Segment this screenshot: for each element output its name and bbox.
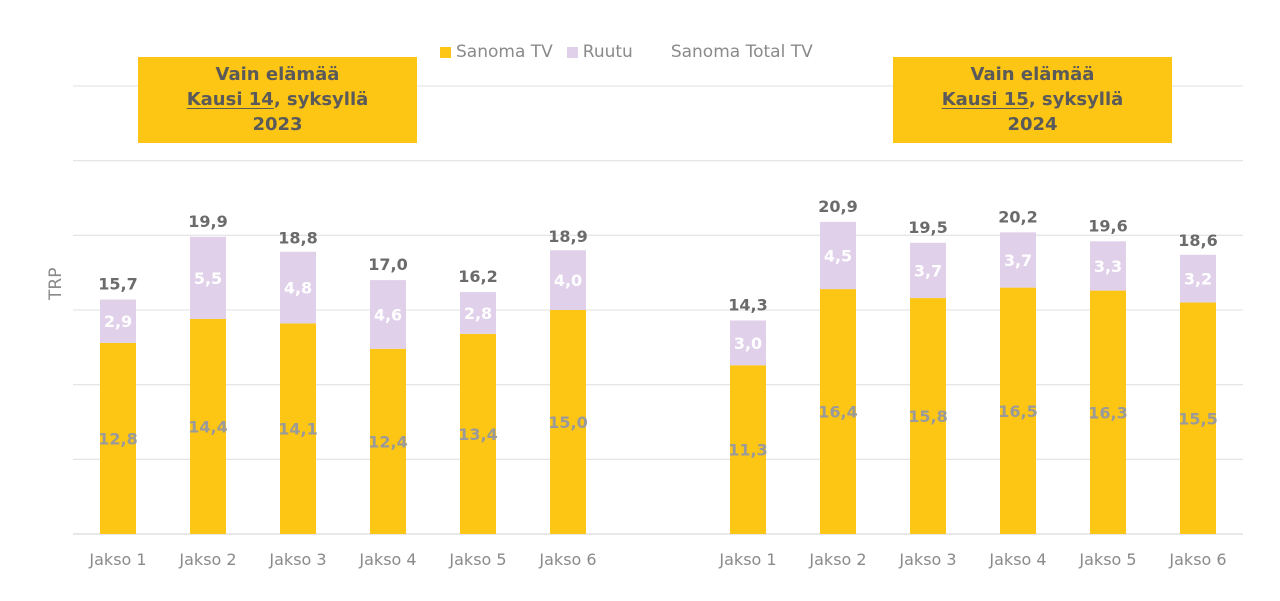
data-label-total: 19,6 <box>1088 216 1127 235</box>
bar-sanoma-tv <box>460 333 496 534</box>
title-line-1: Vain elämää <box>970 64 1095 85</box>
data-label-ruutu: 4,0 <box>554 271 582 290</box>
x-tick-label: Jakso 1 <box>88 550 146 569</box>
bars <box>100 221 1216 534</box>
bar-ruutu <box>370 280 406 349</box>
data-label-sanoma-tv: 16,3 <box>1088 403 1127 422</box>
data-label-total: 17,0 <box>368 255 407 274</box>
data-label-total: 15,7 <box>98 275 137 294</box>
data-labels: 12,8 2,9 15,7 14,4 5,5 19,9 14,1 4,8 18,8 12,4 4,6… <box>98 197 1217 460</box>
title-line-2: Kausi 15, syksyllä <box>893 87 1172 112</box>
data-label-total: 19,9 <box>188 212 227 231</box>
bar-ruutu <box>460 292 496 334</box>
data-label-ruutu: 4,8 <box>284 279 312 298</box>
x-tick-label: Jakso 5 <box>1078 550 1136 569</box>
title-line-3: 2024 <box>1007 114 1058 135</box>
bar-sanoma-tv <box>730 365 766 534</box>
bar-ruutu <box>820 221 856 290</box>
legend-item-sanoma-tv: Sanoma TV <box>440 42 553 62</box>
bar-sanoma-tv <box>910 298 946 534</box>
title-line-2-rest: , syksyllä <box>1028 89 1124 110</box>
x-tick-label: Jakso 6 <box>538 550 596 569</box>
bar-ruutu <box>1000 232 1036 288</box>
legend-swatch-sanoma-tv <box>440 46 451 58</box>
legend-label: Ruutu <box>582 42 633 62</box>
data-label-sanoma-tv: 12,8 <box>98 429 137 448</box>
data-label-ruutu: 5,5 <box>194 269 222 288</box>
bar-sanoma-tv <box>1090 290 1126 534</box>
x-tick-label: Jakso 2 <box>808 550 866 569</box>
data-label-sanoma-tv: 15,5 <box>1178 409 1217 428</box>
data-label-ruutu: 3,3 <box>1094 257 1122 276</box>
title-season: Kausi 14 <box>186 89 274 110</box>
data-label-ruutu: 4,5 <box>824 246 852 265</box>
chart-title-season-14: Vain elämää Kausi 14, syksyllä 2023 <box>138 57 417 143</box>
legend-item-ruutu: Ruutu <box>566 42 633 62</box>
data-label-ruutu: 3,7 <box>1004 251 1032 270</box>
data-label-sanoma-tv: 16,5 <box>998 402 1037 421</box>
bar-sanoma-tv <box>1180 302 1216 534</box>
bar-ruutu <box>910 242 946 299</box>
data-label-ruutu: 2,9 <box>104 312 132 331</box>
title-line-1: Vain elämää <box>215 64 340 85</box>
bar-sanoma-tv <box>190 318 226 534</box>
bar-ruutu <box>190 236 226 319</box>
data-label-sanoma-tv: 13,4 <box>458 425 497 444</box>
title-line-2: Kausi 14, syksyllä <box>138 87 417 112</box>
data-label-sanoma-tv: 12,4 <box>368 432 407 451</box>
bar-ruutu <box>1180 254 1216 303</box>
bar-ruutu <box>100 299 136 343</box>
bar-sanoma-tv <box>1000 287 1036 534</box>
data-label-sanoma-tv: 16,4 <box>818 403 857 422</box>
bar-sanoma-tv <box>820 289 856 534</box>
x-tick-label: Jakso 5 <box>448 550 506 569</box>
data-label-sanoma-tv: 14,4 <box>188 417 227 436</box>
data-label-total: 18,9 <box>548 227 587 246</box>
data-label-ruutu: 3,2 <box>1184 270 1212 289</box>
x-tick-label: Jakso 3 <box>268 550 326 569</box>
legend-swatch-ruutu <box>566 46 578 58</box>
data-label-total: 16,2 <box>458 267 497 286</box>
x-tick-label: Jakso 3 <box>898 550 956 569</box>
data-label-sanoma-tv: 15,8 <box>908 407 947 426</box>
bar-ruutu <box>1090 241 1126 291</box>
title-line-2-rest: , syksyllä <box>273 89 369 110</box>
data-label-total: 20,2 <box>998 207 1037 226</box>
y-axis-label: TRP <box>46 267 66 300</box>
data-label-total: 14,3 <box>728 295 767 314</box>
x-tick-labels: Jakso 1 Jakso 2 Jakso 3 Jakso 4 Jakso 5 Jakso… <box>88 550 1226 569</box>
title-season: Kausi 15 <box>941 89 1029 110</box>
legend-label: Sanoma Total TV <box>670 42 813 62</box>
bar-sanoma-tv <box>550 310 586 534</box>
chart-title-season-15: Vain elämää Kausi 15, syksyllä 2024 <box>893 57 1172 143</box>
data-label-ruutu: 3,0 <box>734 334 762 353</box>
data-label-ruutu: 2,8 <box>464 304 492 323</box>
data-label-total: 18,8 <box>278 228 317 247</box>
data-label-sanoma-tv: 14,1 <box>278 420 317 439</box>
x-tick-label: Jakso 4 <box>358 550 416 569</box>
x-tick-label: Jakso 2 <box>178 550 236 569</box>
x-tick-label: Jakso 6 <box>1168 550 1226 569</box>
data-label-sanoma-tv: 15,0 <box>548 413 587 432</box>
legend-item-sanoma-total-tv: Sanoma Total TV <box>671 42 813 62</box>
x-tick-label: Jakso 1 <box>718 550 776 569</box>
bar-sanoma-tv <box>370 348 406 534</box>
title-line-3: 2023 <box>252 114 303 135</box>
bar-ruutu <box>730 320 766 366</box>
legend: Sanoma TV Ruutu Sanoma Total TV <box>440 41 827 63</box>
data-label-total: 18,6 <box>1178 231 1217 250</box>
gridlines <box>73 85 1243 535</box>
data-label-total: 19,5 <box>908 218 947 237</box>
data-label-ruutu: 3,7 <box>914 261 942 280</box>
bar-ruutu <box>550 250 586 310</box>
data-label-total: 20,9 <box>818 197 857 216</box>
data-label-ruutu: 4,6 <box>374 305 402 324</box>
bar-sanoma-tv <box>280 323 316 534</box>
bar-sanoma-tv <box>100 342 136 534</box>
x-tick-label: Jakso 4 <box>988 550 1046 569</box>
legend-label: Sanoma TV <box>456 42 553 62</box>
data-label-sanoma-tv: 11,3 <box>728 441 767 460</box>
bar-ruutu <box>280 251 316 324</box>
